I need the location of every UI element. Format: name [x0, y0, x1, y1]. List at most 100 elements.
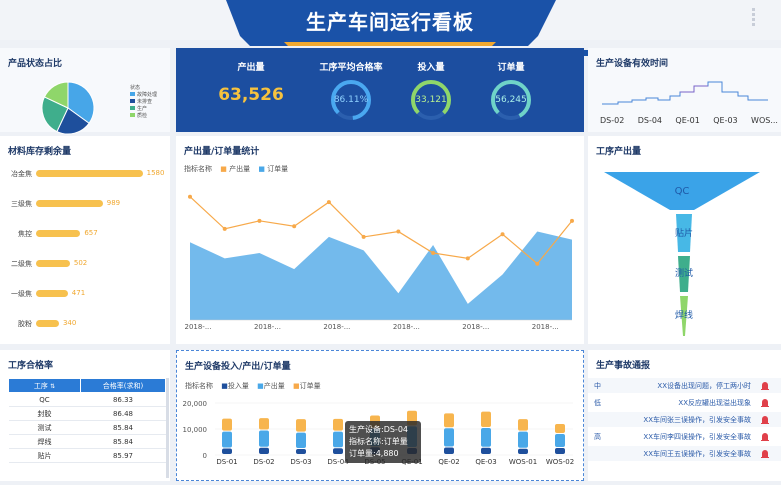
stock-title: 材料库存剩余量 — [8, 147, 72, 157]
table-row[interactable]: 贴片 85.97 — [8, 448, 166, 463]
output-point — [257, 218, 262, 223]
stock-value: 989 — [106, 199, 121, 207]
funnel-label-qc: QC — [675, 186, 690, 197]
cell-process: QC — [8, 392, 81, 407]
device-bar — [333, 431, 343, 448]
cell-process: 测试 — [8, 420, 81, 435]
tooltip-line2: 指标名称:订单量 — [349, 437, 408, 446]
device-legend-input[interactable]: 投入量 — [227, 382, 249, 390]
accident-text: XX车间李四误操作，引发安全事故 — [643, 433, 751, 441]
legend-item[interactable]: 生产 — [130, 105, 157, 112]
status-legend: 状态 故障处理 未排查 生产 质检 — [130, 84, 157, 119]
alarm-icon — [761, 382, 769, 390]
device-bar — [555, 447, 565, 454]
accident-panel: 生产事故通报 中 XX设备出现问题，停工两小时低 XX反应罐出现溢出现象 XX车间张三… — [588, 350, 781, 481]
input-label: 投入量 — [417, 63, 445, 73]
device-bar — [444, 447, 454, 454]
cell-rate: 86.33 — [80, 392, 166, 407]
list-item[interactable]: 高 XX车间李四误操作，引发安全事故 — [588, 429, 781, 444]
funnel-chart[interactable]: QC 贴片 测试 焊线 — [604, 170, 764, 340]
device-x-tick: DS-04 — [327, 458, 349, 466]
alarm-icon — [761, 450, 769, 458]
trend-x-tick: 2018-... — [184, 323, 211, 330]
funnel-label-test: 测试 — [675, 267, 693, 279]
accident-text: XX反应罐出现溢出现象 — [678, 399, 751, 407]
stock-bar[interactable] — [36, 290, 68, 297]
trend-x-tick: 2018-... — [462, 323, 489, 330]
trend-x-tick: 2018-... — [393, 323, 420, 330]
stock-value: 502 — [73, 259, 88, 267]
stock-value: 1580 — [146, 169, 165, 177]
page-title: 生产车间运行看板 — [306, 10, 474, 34]
stock-panel: 材料库存剩余量 冶金焦 1580 三级焦 989 焦控 657 二级焦 502 一级焦 471 胶粉… — [0, 136, 170, 344]
tooltip-line1: 生产设备:DS-04 — [349, 425, 408, 434]
device-bar — [555, 433, 565, 447]
uptime-chart[interactable] — [598, 78, 778, 118]
device-bar — [518, 448, 528, 454]
status-pie[interactable] — [38, 78, 98, 138]
list-item[interactable]: XX车间王五误操作，引发安全事故 — [588, 446, 781, 461]
device-y-tick: 10,000 — [183, 426, 208, 434]
legend-title: 状态 — [130, 85, 141, 91]
uptime-tick: DS-04 — [637, 116, 663, 125]
cell-rate: 85.84 — [80, 420, 166, 435]
legend-item[interactable]: 质检 — [130, 112, 157, 119]
device-legend-order[interactable]: 订单量 — [299, 382, 321, 390]
legend-output[interactable]: 产出量 — [229, 165, 251, 173]
stock-category: 焦控 — [18, 230, 32, 238]
trend-chart[interactable]: 2018-... 2018-... 2018-... 2018-... 2018-...… — [180, 180, 580, 330]
stock-bar[interactable] — [36, 200, 103, 207]
device-bar — [518, 431, 528, 448]
funnel-panel: 工序产出量 QC 贴片 测试 焊线 — [588, 136, 781, 344]
stock-bar[interactable] — [36, 170, 143, 177]
stock-bar[interactable] — [36, 320, 59, 327]
legend-order[interactable]: 订单量 — [267, 165, 289, 173]
device-bar — [555, 424, 565, 433]
status-panel: 产品状态占比 状态 故障处理 未排查 生产 质检 — [0, 48, 170, 135]
menu-icon[interactable] — [748, 6, 758, 28]
trend-legend: 指标名称 ■ 产出量 ■ 订单量 — [184, 164, 288, 174]
quality-panel: 工序合格率 工序 ⇅ 合格率(求和) QC 86.33 封胶 86.48 测试 85.84… — [0, 350, 170, 481]
list-item[interactable]: 低 XX反应罐出现溢出现象 — [588, 395, 781, 410]
stock-category: 二级焦 — [11, 260, 32, 268]
input-kpi: 投入量 33,121 — [386, 60, 476, 126]
rate-label: 工序平均合格率 — [319, 63, 383, 73]
cell-rate: 85.84 — [80, 434, 166, 449]
device-bar — [296, 432, 306, 449]
stock-bar[interactable] — [36, 260, 70, 267]
input-gauge — [411, 80, 451, 120]
col-rate[interactable]: 合格率(求和) — [80, 378, 166, 393]
device-bar — [259, 418, 269, 430]
stock-category: 一级焦 — [11, 290, 32, 298]
status-title: 产品状态占比 — [8, 59, 63, 69]
funnel-stage-wire — [680, 296, 688, 336]
stock-bar[interactable] — [36, 230, 81, 237]
device-bar — [518, 419, 528, 431]
list-item[interactable]: 中 XX设备出现问题，停工两小时 — [588, 378, 781, 393]
device-legend-marker-input: ■ — [221, 382, 228, 390]
device-x-tick: WOS-02 — [546, 458, 574, 466]
table-row[interactable]: QC 86.33 — [8, 392, 166, 407]
stock-value: 471 — [71, 289, 86, 297]
device-bar — [481, 411, 491, 427]
output-point — [292, 224, 297, 229]
device-legend-output[interactable]: 产出量 — [263, 382, 285, 390]
funnel-stage-qc — [604, 172, 760, 210]
stock-value: 340 — [62, 319, 77, 327]
table-scrollbar[interactable] — [166, 378, 169, 478]
table-row[interactable]: 焊线 85.84 — [8, 434, 166, 449]
table-row[interactable]: 封胶 86.48 — [8, 406, 166, 421]
uptime-tick: DS-02 — [600, 116, 625, 125]
uptime-tick: WOS... — [751, 116, 778, 125]
legend-item[interactable]: 未排查 — [130, 98, 157, 105]
device-bar — [444, 428, 454, 447]
legend-marker-order: ■ — [258, 165, 265, 173]
legend-item[interactable]: 故障处理 — [130, 91, 157, 98]
alarm-icon — [761, 399, 769, 407]
table-row[interactable]: 测试 85.84 — [8, 420, 166, 435]
col-process[interactable]: 工序 ⇅ — [8, 378, 81, 393]
order-gauge — [491, 80, 532, 120]
list-item[interactable]: XX车间张三误操作，引发安全事故 — [588, 412, 781, 427]
order-label: 订单量 — [497, 63, 525, 73]
output-point — [535, 261, 540, 266]
